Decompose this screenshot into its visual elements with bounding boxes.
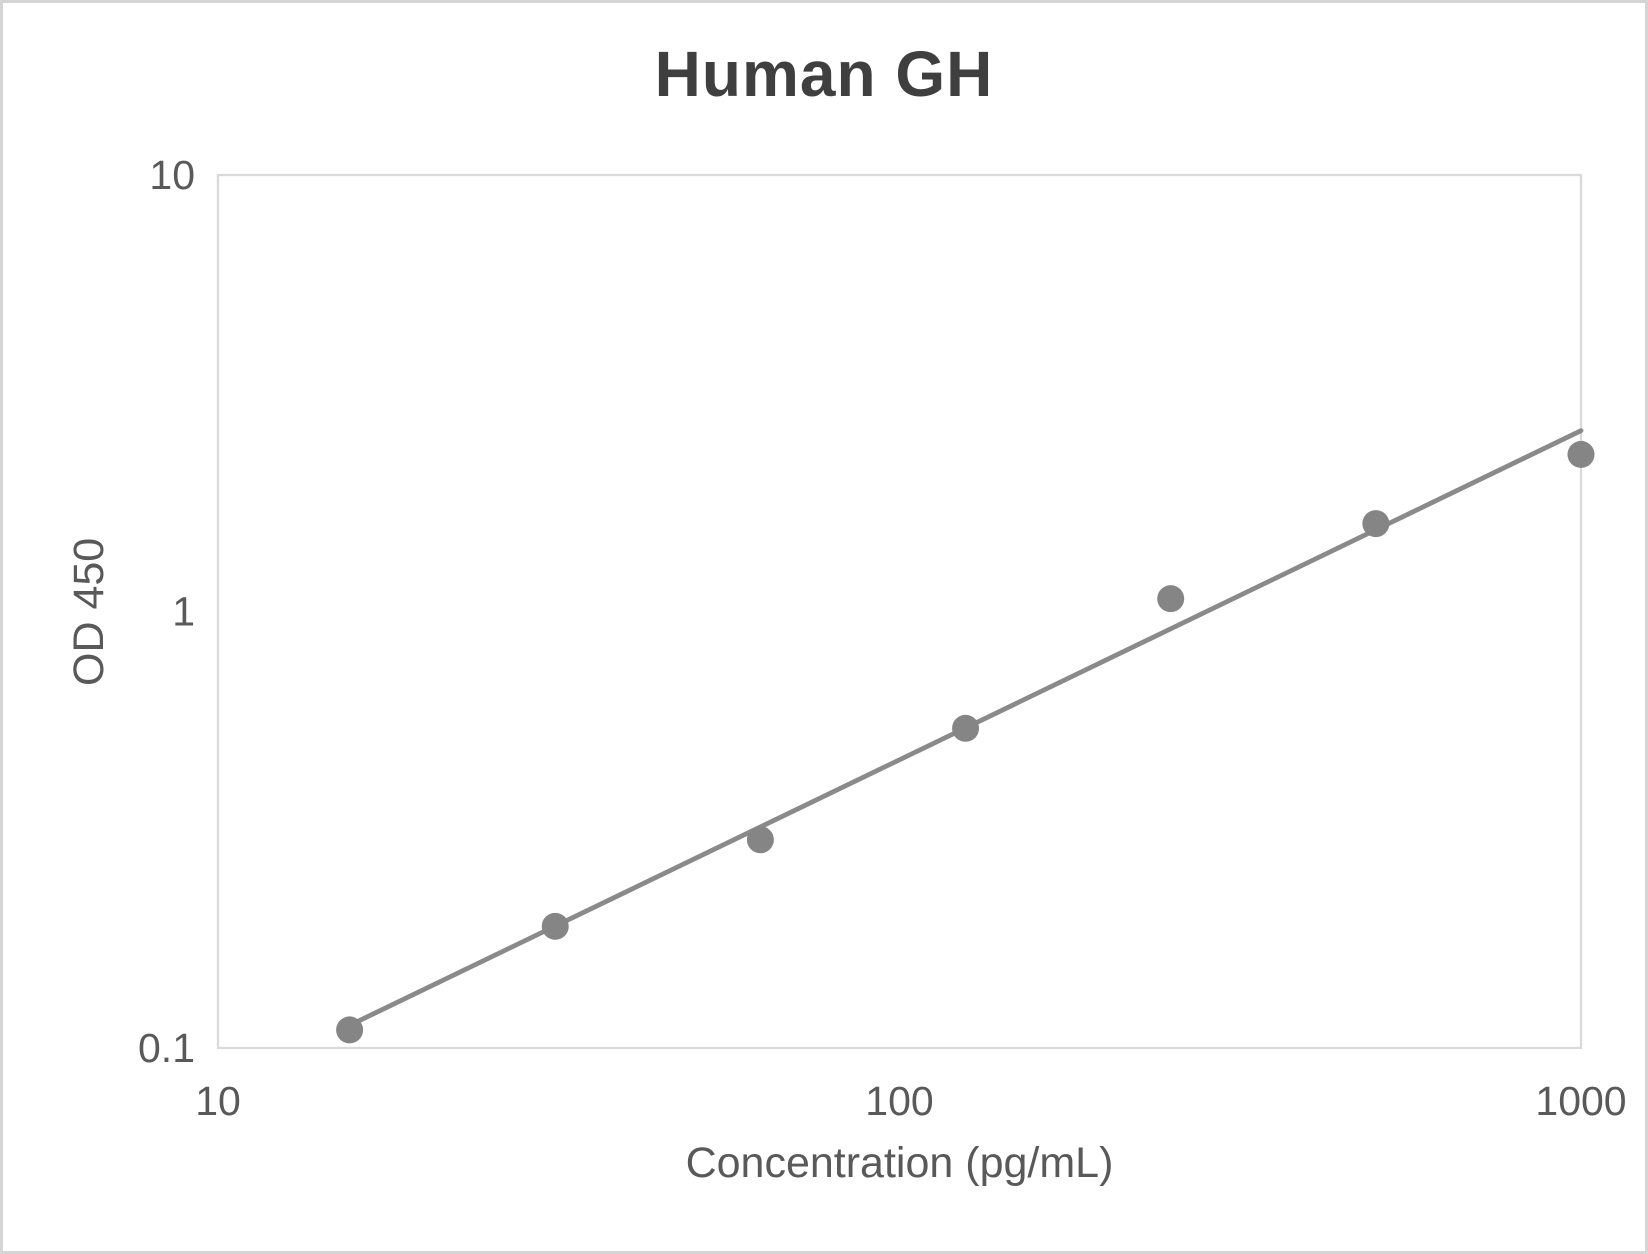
x-tick-label: 10 <box>195 1078 241 1124</box>
y-tick-label: 10 <box>149 152 195 198</box>
chart-title: Human GH <box>654 38 994 110</box>
x-axis-title: Concentration (pg/mL) <box>685 1139 1114 1187</box>
data-point <box>1567 440 1595 468</box>
data-point <box>1157 585 1185 613</box>
plot-area-border <box>216 173 1583 1050</box>
data-point <box>952 714 980 742</box>
data-point <box>541 912 569 940</box>
x-tick-label: 1000 <box>1535 1078 1626 1124</box>
scatter-plot: 10 100 1000 0.1 1 10 <box>138 152 1627 1124</box>
data-point <box>746 826 774 854</box>
y-tick-label: 0.1 <box>138 1025 195 1071</box>
x-tick-label: 100 <box>865 1078 933 1124</box>
data-point <box>336 1016 364 1044</box>
y-axis-title: OD 450 <box>65 537 113 686</box>
y-tick-label: 1 <box>172 589 195 635</box>
data-point <box>1362 510 1390 538</box>
